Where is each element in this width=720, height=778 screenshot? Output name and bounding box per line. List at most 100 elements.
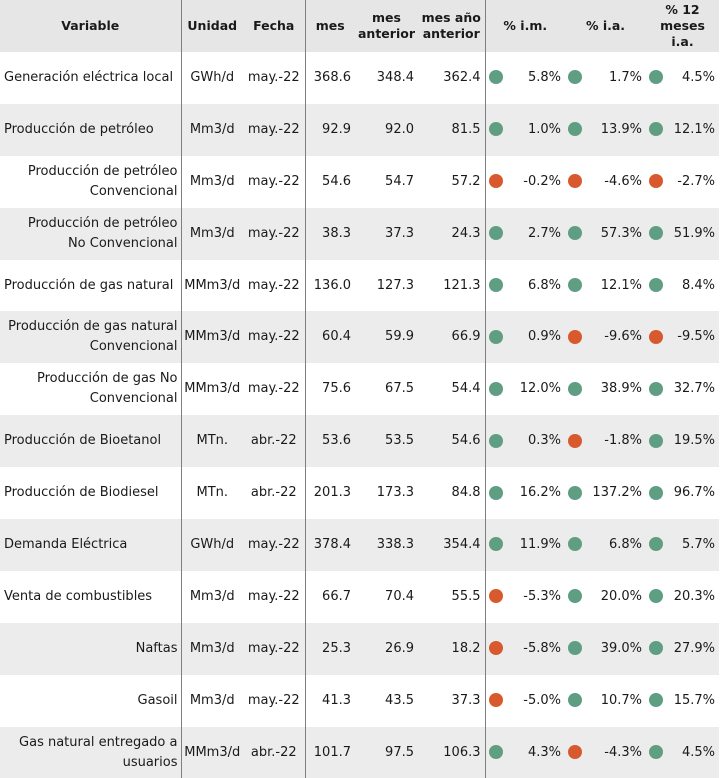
pct-im-value: -5.0% bbox=[507, 674, 565, 727]
m12-status-cell bbox=[646, 311, 666, 364]
variable-cell: Producción de Biodiesel bbox=[0, 467, 182, 520]
prev-month-value: 127.3 bbox=[355, 259, 418, 312]
pct-ia-value: 137.2% bbox=[585, 467, 646, 520]
table-row: Gasoil Mm3/d may.-22 41.3 43.5 37.3 -5.0% 10.7%… bbox=[0, 674, 719, 727]
pct-12-value: 32.7% bbox=[666, 363, 719, 416]
variable-cell: Demanda Eléctrica bbox=[0, 519, 182, 571]
variable-cell: Naftas bbox=[0, 622, 182, 675]
unit-cell: Mm3/d bbox=[181, 103, 243, 156]
variable-cell: Gasoil bbox=[0, 674, 182, 727]
variable-label: Producción de gas natural bbox=[4, 277, 174, 293]
green-status-dot-icon bbox=[649, 693, 663, 708]
green-status-dot-icon bbox=[489, 226, 504, 241]
unit-cell: Mm3/d bbox=[181, 674, 243, 727]
m12-status-cell bbox=[646, 259, 666, 312]
green-status-dot-icon bbox=[649, 226, 663, 241]
green-status-dot-icon bbox=[489, 122, 504, 137]
table-row: Producción de petróleo No Convencional Mm3… bbox=[0, 207, 719, 260]
date-cell: abr.-22 bbox=[243, 467, 306, 520]
date-cell: may.-22 bbox=[243, 155, 306, 208]
pct-12-value: 8.4% bbox=[666, 259, 719, 312]
green-status-dot-icon bbox=[489, 278, 504, 292]
red-status-dot-icon bbox=[568, 174, 582, 189]
m12-status-cell bbox=[646, 207, 666, 260]
prev-year-value: 66.9 bbox=[418, 311, 486, 364]
prev-month-value: 97.5 bbox=[355, 726, 418, 778]
pct-ia-value: 6.8% bbox=[585, 519, 646, 571]
date-cell: may.-22 bbox=[243, 103, 306, 156]
im-status-cell bbox=[485, 155, 507, 208]
m12-status-cell bbox=[646, 726, 666, 778]
prev-year-value: 81.5 bbox=[418, 103, 486, 156]
variable-cell: Producción de petróleo Convencional bbox=[0, 155, 182, 208]
header-pct-im: % i.m. bbox=[485, 0, 565, 52]
green-status-dot-icon bbox=[649, 70, 663, 85]
prev-month-value: 53.5 bbox=[355, 415, 418, 468]
unit-cell: GWh/d bbox=[181, 519, 243, 571]
unit-cell: GWh/d bbox=[181, 52, 243, 104]
variable-cell: Producción de petróleo No Convencional bbox=[0, 207, 182, 260]
pct-ia-value: 38.9% bbox=[585, 363, 646, 416]
m12-status-cell bbox=[646, 155, 666, 208]
pct-ia-value: -1.8% bbox=[585, 415, 646, 468]
pct-im-value: 0.9% bbox=[507, 311, 565, 364]
green-status-dot-icon bbox=[489, 537, 504, 552]
pct-12-value: 20.3% bbox=[666, 570, 719, 623]
red-status-dot-icon bbox=[489, 693, 504, 708]
ia-status-cell bbox=[565, 674, 585, 727]
table-row: Producción de gas natural Convencional MMm… bbox=[0, 311, 719, 364]
unit-cell: Mm3/d bbox=[181, 207, 243, 260]
variable-label: Convencional bbox=[89, 183, 178, 199]
table-row: Producción de petróleo Convencional Mm3/d m… bbox=[0, 155, 719, 208]
pct-12-value: 15.7% bbox=[666, 674, 719, 727]
prev-year-value: 106.3 bbox=[418, 726, 486, 778]
prev-month-value: 338.3 bbox=[355, 519, 418, 571]
im-status-cell bbox=[485, 726, 507, 778]
pct-ia-value: 39.0% bbox=[585, 622, 646, 675]
variable-cell: Producción de petróleo bbox=[0, 103, 182, 156]
pct-ia-value: -4.3% bbox=[585, 726, 646, 778]
month-value: 41.3 bbox=[305, 674, 355, 727]
variable-cell: Generación eléctrica local bbox=[0, 52, 182, 104]
prev-month-value: 54.7 bbox=[355, 155, 418, 208]
green-status-dot-icon bbox=[568, 589, 582, 604]
m12-status-cell bbox=[646, 467, 666, 520]
unit-cell: MMm3/d bbox=[181, 311, 243, 364]
prev-month-value: 67.5 bbox=[355, 363, 418, 416]
pct-12-value: 51.9% bbox=[666, 207, 719, 260]
date-cell: may.-22 bbox=[243, 363, 306, 416]
prev-month-value: 43.5 bbox=[355, 674, 418, 727]
im-status-cell bbox=[485, 311, 507, 364]
green-status-dot-icon bbox=[568, 485, 582, 500]
pct-ia-value: -4.6% bbox=[585, 155, 646, 208]
prev-year-value: 37.3 bbox=[418, 674, 486, 727]
table-row: Producción de Bioetanol MTn. abr.-22 53.6 53… bbox=[0, 415, 719, 468]
im-status-cell bbox=[485, 467, 507, 520]
prev-year-value: 24.3 bbox=[418, 207, 486, 260]
pct-ia-value: -9.6% bbox=[585, 311, 646, 364]
prev-year-value: 84.8 bbox=[418, 467, 486, 520]
date-cell: may.-22 bbox=[243, 674, 306, 727]
pct-12-value: 19.5% bbox=[666, 415, 719, 468]
ia-status-cell bbox=[565, 363, 585, 416]
variable-label: Producción de gas No bbox=[36, 371, 178, 387]
green-status-dot-icon bbox=[568, 122, 582, 137]
im-status-cell bbox=[485, 207, 507, 260]
pct-ia-value: 10.7% bbox=[585, 674, 646, 727]
prev-month-value: 70.4 bbox=[355, 570, 418, 623]
prev-month-value: 26.9 bbox=[355, 622, 418, 675]
m12-status-cell bbox=[646, 363, 666, 416]
im-status-cell bbox=[485, 363, 507, 416]
ia-status-cell bbox=[565, 311, 585, 364]
green-status-dot-icon bbox=[489, 485, 504, 500]
prev-year-value: 54.4 bbox=[418, 363, 486, 416]
ia-status-cell bbox=[565, 519, 585, 571]
variable-label: Convencional bbox=[89, 339, 178, 355]
table-row: Generación eléctrica local GWh/d may.-22 36… bbox=[0, 52, 719, 104]
month-value: 53.6 bbox=[305, 415, 355, 468]
green-status-dot-icon bbox=[649, 433, 663, 448]
table-row: Producción de Biodiesel MTn. abr.-22 201.3 1… bbox=[0, 467, 719, 520]
pct-12-value: 4.5% bbox=[666, 726, 719, 778]
month-value: 66.7 bbox=[305, 570, 355, 623]
